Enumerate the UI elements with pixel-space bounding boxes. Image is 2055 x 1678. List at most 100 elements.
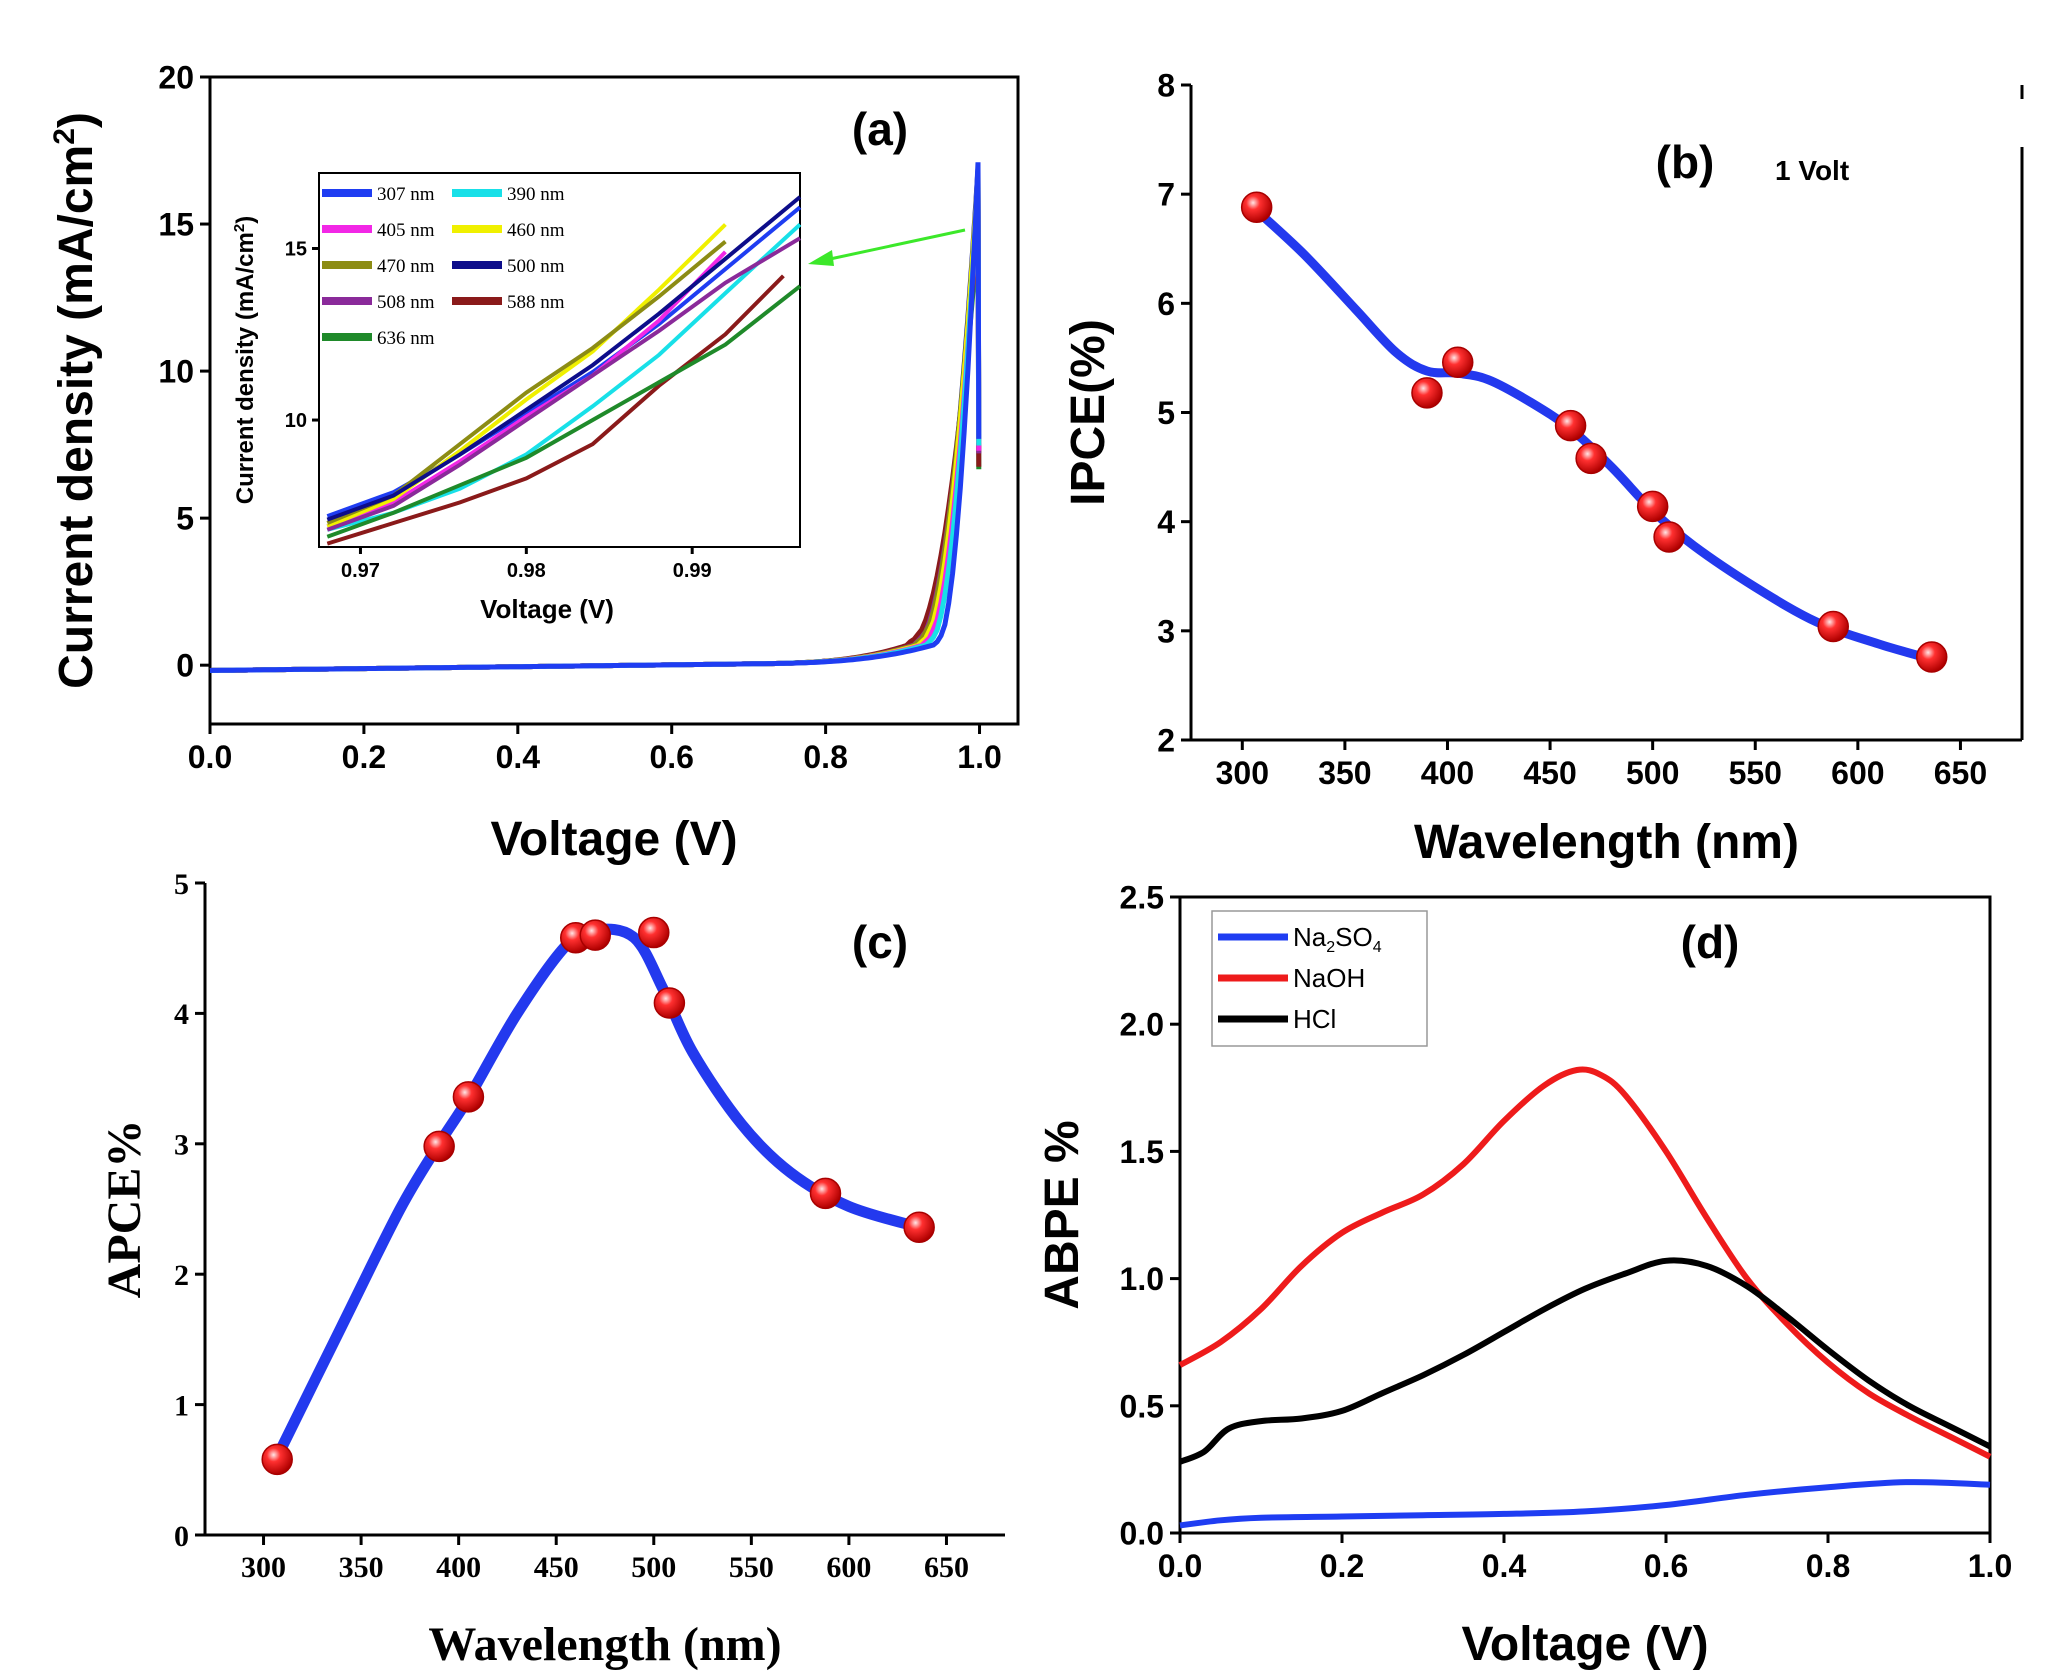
y-tick-label: 3 <box>174 1129 189 1162</box>
inset-y-tick-label: 15 <box>285 238 307 260</box>
x-tick-label: 550 <box>1729 755 1782 791</box>
inset-y-label-main: Current density (mA/cm <box>232 232 259 504</box>
x-tick-label: 1.0 <box>957 739 1001 775</box>
inset-legend-label: 588 nm <box>507 292 565 313</box>
chart-b: 300 350 400 450 500 550 600 650 2 3 4 5 6 7 8 Wavelengt… <box>1062 68 2024 869</box>
inset-x-axis-label: Voltage (V) <box>480 594 614 624</box>
y-tick-label: 7 <box>1157 177 1175 213</box>
inset-series-line-588nm <box>326 274 785 546</box>
data-point <box>1411 377 1443 409</box>
inset-chart-a: 0.97 0.98 0.99 10 15 Voltage (V) Current densi… <box>231 172 802 624</box>
x-tick-label: 550 <box>729 1551 774 1584</box>
series-line-HCl <box>1178 1257 1992 1465</box>
inset-legend-label: 405 nm <box>377 220 435 241</box>
pointer-arrow-head <box>808 250 834 266</box>
data-point <box>638 916 670 949</box>
x-tick-label: 0.8 <box>803 739 847 775</box>
y-axis-label-main: Current density (mA/cm <box>50 145 103 689</box>
plot-frame <box>208 75 1020 726</box>
y-axis-label: APCE% <box>98 1120 151 1299</box>
data-point <box>1441 346 1474 379</box>
x-tick-label: 450 <box>534 1551 579 1584</box>
y-tick-label: 2.0 <box>1120 1007 1164 1043</box>
chart-d: 0.0 0.2 0.4 0.6 0.8 1.0 0.0 0.5 1.0 1.5 2.0 2.5 Volt… <box>1036 880 2012 1671</box>
y-axis-label: IPCE(%) <box>1062 319 1115 506</box>
y-axis-label-sup: 2 <box>48 128 81 145</box>
inset-series-line-460nm <box>326 223 727 529</box>
y-tick-label: 8 <box>1157 68 1175 104</box>
inset-series-line-508nm <box>326 236 802 532</box>
data-point <box>452 1081 485 1113</box>
legend-d: Na2SO4 NaOH HCl <box>1211 910 1428 1047</box>
legend-label: Na2SO4 <box>1293 922 1382 956</box>
y-tick-label: 2.5 <box>1120 880 1164 916</box>
x-tick-label: 600 <box>1831 755 1884 791</box>
x-tick-label: 650 <box>1934 755 1987 791</box>
y-tick-label: 1 <box>174 1389 189 1422</box>
inset-y-label-end: ) <box>232 216 259 224</box>
x-tick-label: 0.6 <box>649 739 693 775</box>
y-tick-label: 5 <box>1157 395 1175 431</box>
y-tick-label: 4 <box>174 998 189 1031</box>
pointer-arrow-line <box>829 228 966 261</box>
chart-c: 300 350 400 450 500 550 600 650 0 1 2 3 4 5 Wavelength… <box>98 868 1005 1671</box>
data-point <box>1817 610 1849 643</box>
inset-x-tick-label: 0.99 <box>673 560 712 582</box>
y-tick-label: 2 <box>174 1259 189 1292</box>
y-axis-label-end: ) <box>50 112 103 128</box>
x-axis-label: Voltage (V) <box>490 813 737 866</box>
panel-label-d: (d) <box>1681 916 1740 968</box>
data-point <box>261 1443 293 1476</box>
data-point <box>1915 641 1948 673</box>
x-tick-label: 0.0 <box>188 739 232 775</box>
data-point <box>903 1211 935 1244</box>
inset-legend-label: 500 nm <box>507 256 565 277</box>
x-tick-label: 300 <box>1216 755 1269 791</box>
x-axis-label: Wavelength (nm) <box>428 1618 781 1671</box>
inset-legend-label: 460 nm <box>507 220 565 241</box>
x-tick-label: 350 <box>339 1551 384 1584</box>
y-tick-label: 2 <box>1157 723 1175 759</box>
y-tick-label: 1.5 <box>1120 1134 1164 1170</box>
y-tick-label: 20 <box>158 60 194 96</box>
inset-x-tick-label: 0.97 <box>341 560 380 582</box>
panel-label-c: (c) <box>852 916 908 968</box>
x-tick-label: 0.2 <box>342 739 386 775</box>
inset-x-tick-label: 0.98 <box>507 560 546 582</box>
y-tick-label: 0 <box>176 648 194 684</box>
x-tick-label: 600 <box>826 1551 871 1584</box>
x-tick-label: 0.0 <box>1158 1548 1202 1584</box>
y-tick-label: 0.5 <box>1120 1388 1164 1424</box>
fit-curve <box>1252 206 1937 664</box>
x-tick-label: 350 <box>1318 755 1371 791</box>
y-axis-label: ABPE % <box>1036 1120 1089 1309</box>
inset-y-label-sup: 2 <box>231 224 248 232</box>
x-tick-label: 0.4 <box>496 739 541 775</box>
data-point <box>1636 490 1669 523</box>
annotation-1-volt: 1 Volt <box>1775 155 1849 186</box>
data-point <box>809 1177 842 1210</box>
data-point <box>1575 442 1607 475</box>
y-tick-label: 10 <box>158 354 194 390</box>
series-line-NaOH <box>1178 1066 1992 1460</box>
legend-label-sub: 4 <box>1373 939 1382 956</box>
x-tick-label: 1.0 <box>1968 1548 2012 1584</box>
inset-frame <box>318 172 801 548</box>
data-point <box>1554 409 1587 442</box>
panel-label-a: (a) <box>852 103 908 155</box>
x-axis-label: Wavelength (nm) <box>1414 816 1799 869</box>
x-tick-label: 400 <box>436 1551 481 1584</box>
inset-series-line-500nm <box>326 195 802 522</box>
panel-label-b: (b) <box>1656 136 1715 188</box>
x-tick-label: 300 <box>241 1551 286 1584</box>
inset-legend-label: 636 nm <box>377 328 435 349</box>
x-axis-label: Voltage (V) <box>1461 1618 1708 1671</box>
y-axis-label: Current density (mA/cm2) <box>48 112 103 689</box>
data-point <box>1240 191 1273 224</box>
y-tick-label: 4 <box>1157 504 1175 540</box>
x-tick-label: 0.2 <box>1320 1548 1364 1584</box>
legend-label: HCl <box>1293 1004 1336 1034</box>
legend-label-part: Na <box>1293 922 1327 952</box>
x-tick-label: 500 <box>631 1551 676 1584</box>
